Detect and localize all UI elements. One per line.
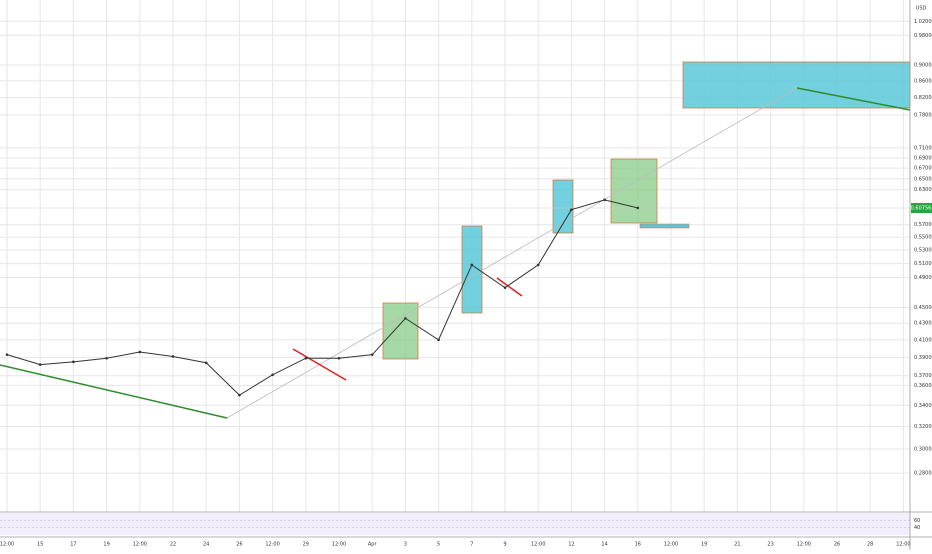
zone-box (639, 223, 690, 229)
x-tick-label: 19 (103, 542, 109, 548)
x-tick-label: 12 (568, 542, 574, 548)
rsi-tick-label: 60 (914, 518, 920, 524)
trend-line (796, 87, 911, 111)
price-point (38, 363, 42, 366)
x-tick-label: 12:00 (896, 542, 910, 548)
zone-box (461, 225, 483, 314)
x-tick-label: 17 (70, 542, 76, 548)
price-point (536, 263, 540, 267)
price-point (105, 356, 108, 360)
currency-label: USD (916, 6, 927, 12)
price-point (304, 356, 308, 360)
target-box (682, 61, 911, 109)
trend-line (0, 364, 228, 419)
price-tag (911, 203, 932, 213)
price-point (370, 353, 374, 356)
trend-line (496, 277, 523, 297)
price-point (404, 317, 407, 320)
price-point (204, 361, 208, 365)
x-tick-label: 24 (203, 542, 209, 548)
rsi-panel (0, 513, 910, 535)
price-point (470, 263, 474, 267)
x-tick-label: 29 (303, 542, 309, 548)
price-point (5, 353, 9, 356)
x-tick-label: 12:00 (133, 542, 147, 548)
x-tick-label: 12:00 (265, 542, 279, 548)
price-point (603, 198, 606, 202)
x-tick-label: 21 (734, 542, 740, 548)
x-tick-label: 7 (470, 542, 473, 548)
zone-box (552, 179, 574, 234)
price-line (6, 199, 638, 396)
x-tick-label: 5 (437, 542, 440, 548)
x-tick-label: 19 (701, 542, 707, 548)
price-point (636, 206, 640, 210)
trend-line (226, 87, 798, 419)
y-tick-label: 1.02000 (914, 19, 932, 25)
price-point (337, 356, 341, 360)
x-tick-label: 12:00 (531, 542, 545, 548)
zone-box (610, 158, 658, 224)
rsi-tick-label: 40 (914, 525, 920, 531)
x-tick-label: 3 (404, 542, 407, 548)
x-tick-label: Apr (368, 542, 378, 548)
x-tick-label: 16 (635, 542, 641, 548)
price-point (72, 360, 75, 364)
trend-line (292, 348, 347, 381)
x-tick-label: 22 (170, 542, 176, 548)
price-point (238, 393, 241, 397)
x-tick-label: 12:00 (664, 542, 678, 548)
price-point (570, 208, 573, 211)
grid (0, 0, 910, 512)
x-tick-label: 12:00 (332, 542, 346, 548)
price-point (138, 350, 142, 354)
x-tick-label: 26 (236, 542, 242, 548)
x-tick-label: 26 (834, 542, 840, 548)
x-tick-label: 15 (37, 542, 43, 548)
y-tick-label: 0.98000 (914, 33, 932, 39)
x-tick-label: 12:00 (0, 542, 14, 548)
last-price: 0.60756 (911, 206, 932, 212)
price-point (271, 373, 274, 377)
x-tick-label: 14 (601, 542, 607, 548)
zone-box (382, 302, 419, 360)
x-tick-label: 9 (503, 542, 506, 548)
price-point (503, 286, 507, 289)
x-tick-label: 23 (767, 542, 773, 548)
price-point (171, 355, 175, 358)
x-tick-label: 28 (867, 542, 873, 548)
price-point (437, 338, 440, 342)
x-tick-label: 12:00 (797, 542, 811, 548)
